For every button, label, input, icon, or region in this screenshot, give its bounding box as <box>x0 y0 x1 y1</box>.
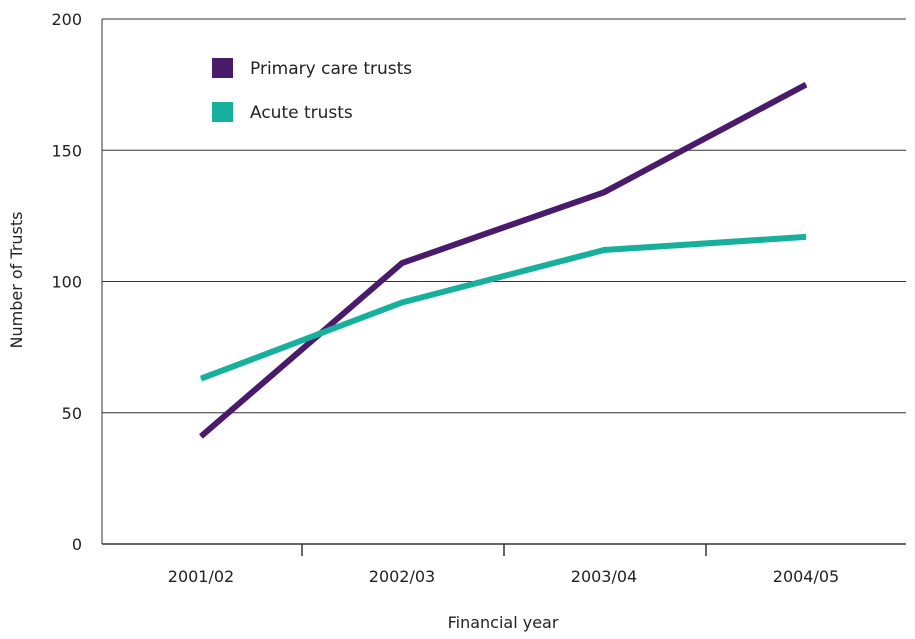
data-point <box>603 249 605 251</box>
y-tick-label: 150 <box>51 141 82 160</box>
series-lines <box>199 81 808 439</box>
y-tick-label: 50 <box>62 404 82 423</box>
data-point <box>401 302 403 303</box>
axes <box>101 19 906 556</box>
y-tick-labels: 0 50 100 150 200 <box>51 10 82 554</box>
legend: Primary care trusts Acute trusts <box>212 58 412 123</box>
data-point <box>805 236 807 238</box>
legend-label: Primary care trusts <box>250 59 412 79</box>
x-tick-label: 2002/03 <box>369 567 435 586</box>
data-point <box>401 262 403 264</box>
x-tick-labels: 2001/02 2002/03 2003/04 2004/05 <box>168 567 839 586</box>
y-tick-label: 200 <box>51 10 82 29</box>
x-axis-title: Financial year <box>448 613 559 632</box>
data-point <box>805 84 807 86</box>
series-line-1 <box>199 233 807 382</box>
legend-label: Acute trusts <box>250 103 353 123</box>
y-tick-label: 100 <box>51 273 82 292</box>
y-tick-label: 0 <box>72 535 82 554</box>
data-point <box>200 378 202 380</box>
legend-swatch <box>212 102 233 122</box>
x-tick-label: 2003/04 <box>571 567 637 586</box>
gridlines <box>102 18 906 414</box>
data-point <box>200 435 202 437</box>
series-line-0 <box>199 81 808 439</box>
x-tick-label: 2001/02 <box>168 567 234 586</box>
data-point <box>603 191 605 193</box>
x-tick-label: 2004/05 <box>773 567 839 586</box>
y-axis-title: Number of Trusts <box>7 212 26 349</box>
legend-swatch <box>212 58 233 78</box>
